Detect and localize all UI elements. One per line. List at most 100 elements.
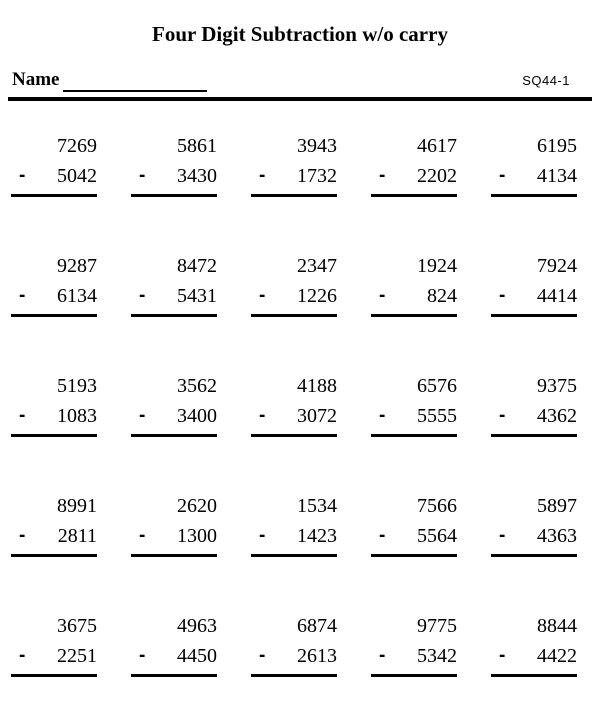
subtrahend-row: - 3072 xyxy=(251,401,337,431)
answer-line xyxy=(371,314,457,317)
subtrahend: 3072 xyxy=(297,405,337,427)
minus-sign: - xyxy=(259,405,266,426)
minus-sign: - xyxy=(499,525,506,546)
subtrahend-row: - 4414 xyxy=(491,281,577,311)
minuend: 1924 xyxy=(417,255,457,277)
subtraction-problem: 7269 - 5042 xyxy=(0,128,120,248)
minuend: 3562 xyxy=(177,375,217,397)
answer-line xyxy=(251,194,337,197)
problem-box: 4963 - 4450 xyxy=(131,608,217,677)
answer-line xyxy=(131,314,217,317)
problem-box: 1534 - 1423 xyxy=(251,488,337,557)
problem-box: 8472 - 5431 xyxy=(131,248,217,317)
problem-box: 2620 - 1300 xyxy=(131,488,217,557)
subtrahend: 824 xyxy=(427,285,457,307)
minus-sign: - xyxy=(259,525,266,546)
subtrahend-row: - 4422 xyxy=(491,641,577,671)
minus-sign: - xyxy=(379,165,386,186)
answer-line xyxy=(491,554,577,557)
subtraction-problem: 8991 - 2811 xyxy=(0,488,120,608)
subtraction-problem: 9775 - 5342 xyxy=(360,608,480,728)
answer-line xyxy=(491,314,577,317)
problem-box: 6874 - 2613 xyxy=(251,608,337,677)
subtraction-problem: 5897 - 4363 xyxy=(480,488,600,608)
minus-sign: - xyxy=(19,645,26,666)
minuend: 2347 xyxy=(297,255,337,277)
subtrahend-row: - 2251 xyxy=(11,641,97,671)
subtrahend: 1423 xyxy=(297,525,337,547)
minuend: 4188 xyxy=(297,375,337,397)
subtrahend: 5042 xyxy=(57,165,97,187)
subtrahend: 2202 xyxy=(417,165,457,187)
minuend: 1534 xyxy=(297,495,337,517)
subtrahend-row: - 1732 xyxy=(251,161,337,191)
subtrahend: 5342 xyxy=(417,645,457,667)
minuend: 7566 xyxy=(417,495,457,517)
minus-sign: - xyxy=(19,405,26,426)
answer-line xyxy=(491,194,577,197)
minus-sign: - xyxy=(19,285,26,306)
subtrahend-row: - 1300 xyxy=(131,521,217,551)
answer-line xyxy=(11,194,97,197)
answer-line xyxy=(131,554,217,557)
answer-line xyxy=(491,434,577,437)
answer-line xyxy=(371,434,457,437)
minus-sign: - xyxy=(259,165,266,186)
answer-line xyxy=(371,194,457,197)
problem-box: 1924 - 824 xyxy=(371,248,457,317)
minus-sign: - xyxy=(379,405,386,426)
subtraction-problem: 8472 - 5431 xyxy=(120,248,240,368)
subtrahend: 5564 xyxy=(417,525,457,547)
answer-line xyxy=(11,674,97,677)
minuend: 7269 xyxy=(57,135,97,157)
subtrahend: 6134 xyxy=(57,285,97,307)
subtrahend-row: - 1423 xyxy=(251,521,337,551)
subtrahend: 5555 xyxy=(417,405,457,427)
subtraction-problem: 8844 - 4422 xyxy=(480,608,600,728)
minus-sign: - xyxy=(139,525,146,546)
problem-box: 3943 - 1732 xyxy=(251,128,337,197)
subtrahend: 4414 xyxy=(537,285,577,307)
minuend: 5897 xyxy=(537,495,577,517)
problem-box: 6576 - 5555 xyxy=(371,368,457,437)
header-rule xyxy=(8,97,592,101)
minus-sign: - xyxy=(499,645,506,666)
minuend: 8991 xyxy=(57,495,97,517)
subtrahend: 5431 xyxy=(177,285,217,307)
minus-sign: - xyxy=(19,165,26,186)
subtrahend-row: - 824 xyxy=(371,281,457,311)
problem-box: 9775 - 5342 xyxy=(371,608,457,677)
answer-line xyxy=(251,674,337,677)
answer-line xyxy=(11,314,97,317)
answer-line xyxy=(251,434,337,437)
subtrahend: 2613 xyxy=(297,645,337,667)
answer-line xyxy=(11,554,97,557)
subtrahend-row: - 4363 xyxy=(491,521,577,551)
minus-sign: - xyxy=(139,285,146,306)
problem-box: 5861 - 3430 xyxy=(131,128,217,197)
answer-line xyxy=(371,674,457,677)
answer-line xyxy=(131,434,217,437)
subtrahend-row: - 5564 xyxy=(371,521,457,551)
subtrahend-row: - 5042 xyxy=(11,161,97,191)
subtrahend-row: - 3400 xyxy=(131,401,217,431)
subtrahend: 1300 xyxy=(177,525,217,547)
subtraction-problem: 2347 - 1226 xyxy=(240,248,360,368)
answer-line xyxy=(131,674,217,677)
answer-line xyxy=(11,434,97,437)
subtrahend: 4363 xyxy=(537,525,577,547)
answer-line xyxy=(371,554,457,557)
subtrahend-row: - 4134 xyxy=(491,161,577,191)
minuend: 3675 xyxy=(57,615,97,637)
minus-sign: - xyxy=(139,165,146,186)
minuend: 6576 xyxy=(417,375,457,397)
subtraction-problem: 1534 - 1423 xyxy=(240,488,360,608)
name-input-line[interactable] xyxy=(63,70,207,92)
name-label: Name xyxy=(12,69,60,90)
subtrahend: 3400 xyxy=(177,405,217,427)
minus-sign: - xyxy=(139,645,146,666)
subtrahend: 1732 xyxy=(297,165,337,187)
minuend: 7924 xyxy=(537,255,577,277)
subtraction-problem: 3943 - 1732 xyxy=(240,128,360,248)
problems-grid: 7269 - 5042 5861 - 3430 3943 - 1732 xyxy=(0,128,600,728)
